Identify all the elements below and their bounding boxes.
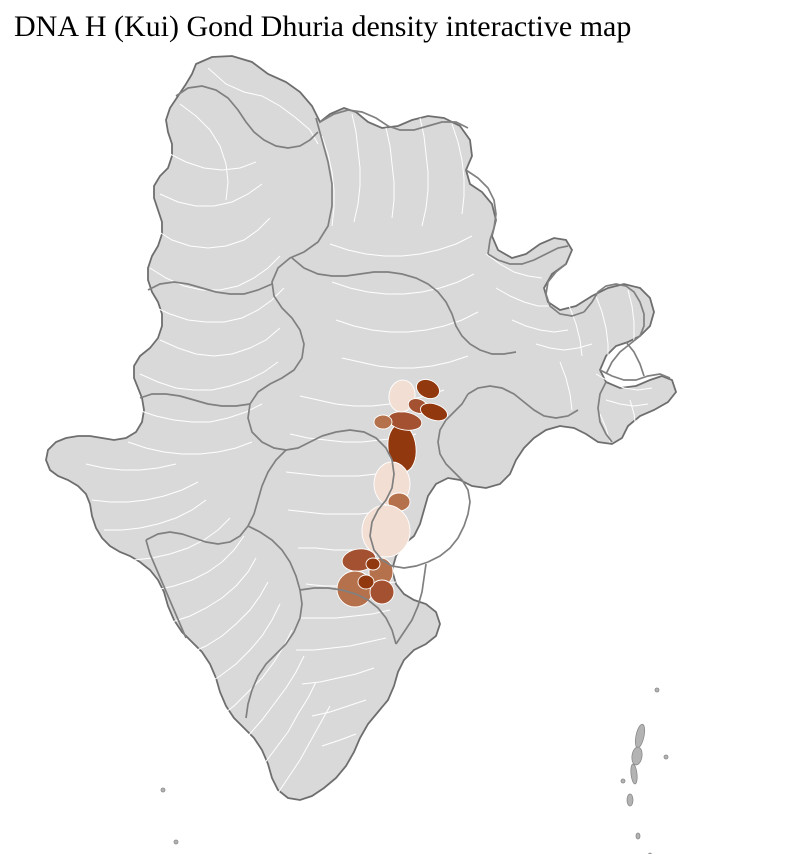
map-canvas[interactable] (0, 44, 806, 854)
island-north-andaman (634, 723, 646, 749)
island-narcondam (654, 687, 660, 693)
choropleth-district[interactable] (370, 580, 394, 604)
island-lakshadweep-b (173, 839, 179, 845)
island-small-west (620, 778, 626, 784)
state-boundaries (139, 85, 671, 719)
page-title: DNA H (Kui) Gond Dhuria density interact… (14, 10, 632, 43)
choropleth-district[interactable] (413, 376, 442, 402)
island-car-nicobar (635, 832, 641, 840)
islands-group (160, 687, 669, 854)
base-landmass (45, 55, 678, 801)
island-lakshadweep-a (160, 787, 166, 793)
choropleth-district[interactable] (374, 415, 392, 429)
island-barren (663, 754, 669, 760)
choropleth-district[interactable] (418, 400, 450, 424)
india-choropleth-svg[interactable] (0, 44, 806, 854)
island-little-andaman (626, 793, 634, 807)
island-middle-andaman (631, 746, 643, 766)
choropleth-district[interactable] (358, 575, 374, 589)
island-south-andaman (630, 763, 638, 785)
india-mainland-fill (45, 55, 678, 801)
choropleth-district[interactable] (362, 505, 410, 557)
choropleth-district[interactable] (366, 558, 380, 570)
